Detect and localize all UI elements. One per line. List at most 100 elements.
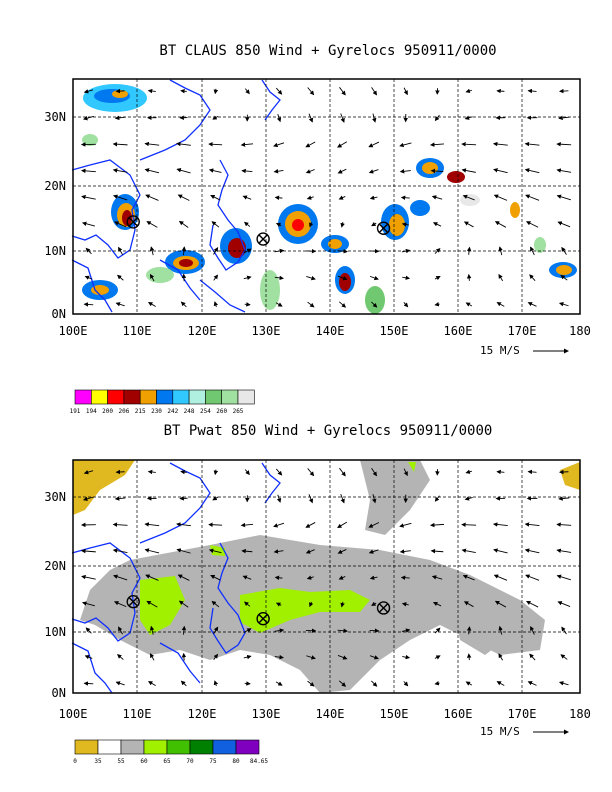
wind-vector xyxy=(369,275,379,281)
wind-vector xyxy=(337,655,348,660)
wind-vector xyxy=(83,470,94,475)
gridlines xyxy=(73,460,580,693)
wind-vector xyxy=(213,469,219,476)
colorbar-swatch xyxy=(74,739,99,755)
wind-vector xyxy=(144,522,160,527)
wind-vector xyxy=(556,522,572,527)
wind-vector xyxy=(243,601,251,607)
wind-vector xyxy=(527,469,537,475)
wind-vector xyxy=(115,681,125,686)
wind-vector xyxy=(527,302,537,307)
wind-vector xyxy=(434,114,440,122)
wind-vector xyxy=(337,249,348,254)
wind-vector xyxy=(400,195,410,200)
wind-vector xyxy=(307,301,315,308)
wind-vector xyxy=(492,141,508,147)
gyre-markers xyxy=(126,215,391,246)
x-tick: 140E xyxy=(316,324,345,338)
colorbar-label: 75 xyxy=(209,758,217,765)
panel-title: BT Pwat 850 Wind + Gyrelocs 950911/0000 xyxy=(164,423,493,439)
wind-vector xyxy=(117,274,124,281)
wind-vector xyxy=(181,246,187,256)
wind-vector xyxy=(432,601,442,607)
wind-vector xyxy=(241,548,253,554)
wind-vector xyxy=(530,246,535,256)
x-tick: 160E xyxy=(444,324,473,338)
colorbar-label: 260 xyxy=(216,408,227,415)
wind-vector xyxy=(208,522,223,527)
wind-vector xyxy=(244,681,251,686)
wind-vector xyxy=(466,626,472,635)
wind-vector xyxy=(492,522,508,527)
wind-vector xyxy=(244,88,250,95)
wind-vector xyxy=(371,301,378,308)
colorbar-label: 55 xyxy=(117,758,125,765)
wind-vector xyxy=(372,494,377,504)
wind-vector xyxy=(529,274,536,282)
wind-vector xyxy=(83,681,94,686)
x-tick: 150E xyxy=(380,707,409,721)
x-tick: 150E xyxy=(380,324,409,338)
vector-scale-label: 15 M/S xyxy=(480,344,520,357)
wind-vector xyxy=(309,222,314,228)
wind-vector xyxy=(306,275,316,281)
wind-vector xyxy=(177,194,190,201)
gyre-markers xyxy=(126,594,391,626)
wind-vector xyxy=(306,195,314,200)
wind-vector xyxy=(118,626,123,635)
wind-vector xyxy=(149,625,155,635)
wind-vector xyxy=(371,601,377,606)
colorbar-label: 194 xyxy=(86,408,97,415)
wind-vector xyxy=(466,246,472,255)
wind-vector xyxy=(496,302,505,307)
wind-vector xyxy=(466,653,472,661)
plot-frame xyxy=(72,459,581,694)
wind-vector xyxy=(114,496,126,501)
wind-vector xyxy=(431,575,443,580)
wind-vector xyxy=(212,115,219,120)
y-tick: 20N xyxy=(44,179,66,193)
x-tick: 100E xyxy=(59,707,88,721)
wind-vector xyxy=(461,522,477,527)
wind-vector xyxy=(403,681,409,687)
wind-vector xyxy=(465,88,473,94)
wind-vector xyxy=(401,248,411,254)
wind-vector xyxy=(434,655,441,660)
wind-vector xyxy=(178,600,189,608)
wind-vector xyxy=(461,142,477,147)
wind-vector xyxy=(369,575,378,580)
y-tick: 20N xyxy=(44,559,66,573)
wind-vector xyxy=(80,168,96,174)
plot-frame xyxy=(72,78,581,315)
wind-vector xyxy=(339,87,346,96)
wind-vector xyxy=(273,549,284,554)
wind-vector xyxy=(275,602,282,607)
wind-vector xyxy=(274,275,284,281)
wind-vector xyxy=(368,549,379,554)
wind-vector xyxy=(461,168,476,173)
wind-vector xyxy=(337,141,348,148)
wind-vector xyxy=(340,601,345,608)
wind-vector xyxy=(210,575,221,581)
wind-vector xyxy=(493,168,508,174)
colorbar-swatch xyxy=(188,389,206,405)
wind-vector xyxy=(401,222,409,227)
wind-vector xyxy=(337,628,348,634)
wind-vector xyxy=(210,195,221,201)
wind-vector xyxy=(147,681,156,686)
wind-vector xyxy=(308,113,314,123)
x-tick: 110E xyxy=(123,324,152,338)
wind-vector xyxy=(558,496,570,501)
wind-vector xyxy=(213,301,219,308)
wind-vector xyxy=(147,88,156,94)
wind-vector xyxy=(340,113,345,123)
coastlines xyxy=(71,462,281,694)
wind-vector xyxy=(556,168,572,173)
wind-vector xyxy=(430,548,444,554)
wind-vector xyxy=(181,625,187,635)
wind-vector xyxy=(276,494,282,503)
wind-vector xyxy=(556,548,572,553)
colorbar-label: 230 xyxy=(151,408,162,415)
wind-vector xyxy=(146,600,158,608)
wind-vector xyxy=(524,168,540,174)
